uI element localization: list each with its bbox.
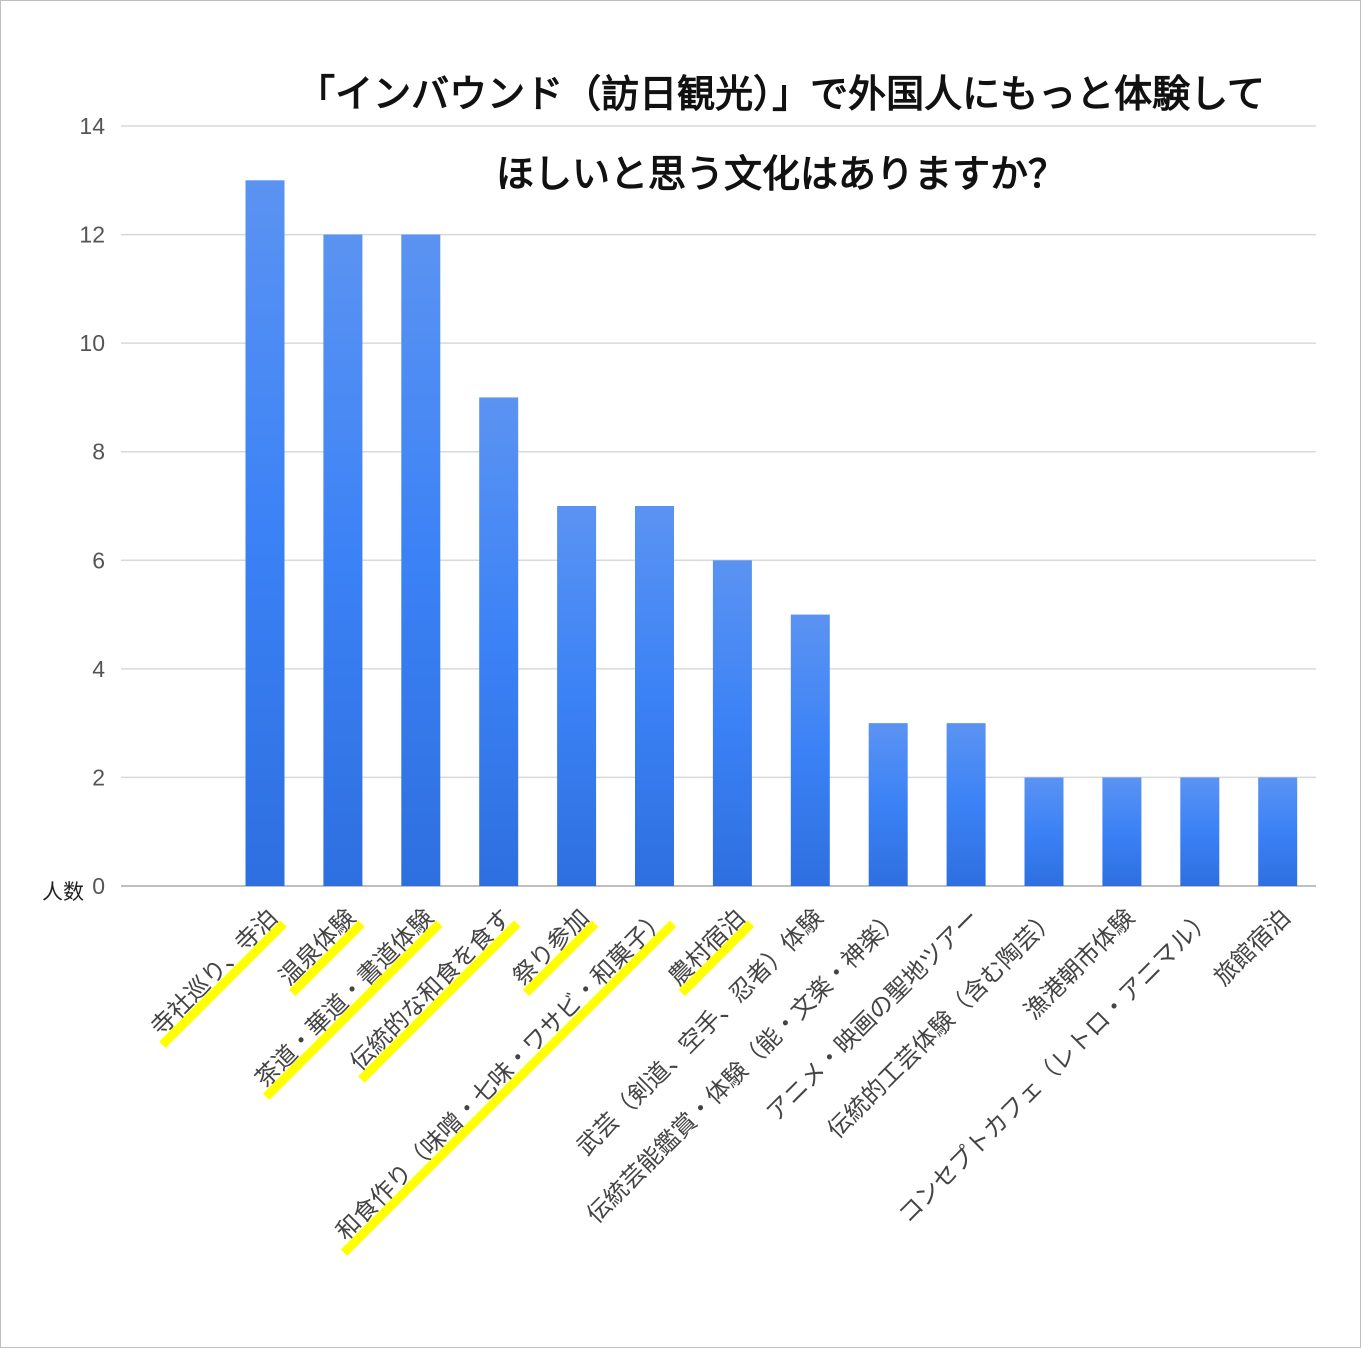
bar (1258, 777, 1298, 886)
y-axis-title: 人数 (42, 880, 84, 904)
y-tick-label: 0 (92, 873, 105, 899)
y-tick-label: 8 (92, 439, 105, 465)
highlight-marker (289, 920, 365, 997)
highlight-marker (522, 920, 599, 997)
bar (479, 397, 519, 886)
bar (401, 234, 441, 887)
y-tick-label: 4 (92, 656, 105, 682)
bar (1024, 777, 1064, 886)
highlight-marker (358, 920, 521, 1083)
bar (245, 180, 285, 887)
y-tick-label: 12 (79, 222, 105, 248)
bar (868, 723, 908, 886)
bar (557, 506, 597, 886)
bar (1102, 777, 1142, 886)
category-label: 旅館宿泊 (1208, 903, 1296, 991)
category-label-group: 旅館宿泊 (1208, 903, 1296, 991)
y-tick-label: 2 (92, 764, 105, 790)
bar (323, 234, 363, 887)
category-label: 寺社巡り、寺泊 (145, 903, 283, 1041)
highlight-marker (678, 920, 755, 997)
y-tick-label: 10 (79, 330, 105, 356)
chart-title-line-1: 「インバウンド（訪日観光）」で外国人にもっと体験して (297, 72, 1265, 116)
highlight-marker (262, 920, 443, 1101)
y-tick-label: 14 (79, 113, 105, 139)
y-tick-label: 6 (92, 547, 105, 573)
bar (790, 614, 830, 886)
chart-title-line-2: ほしいと思う文化はありますか？ (495, 152, 1066, 196)
highlight-marker (340, 920, 677, 1256)
category-label-group: 寺社巡り、寺泊 (145, 903, 287, 1049)
bar (946, 723, 986, 886)
bar (1180, 777, 1220, 886)
highlight-marker (159, 920, 287, 1049)
bar (635, 506, 674, 886)
bar (712, 560, 752, 886)
